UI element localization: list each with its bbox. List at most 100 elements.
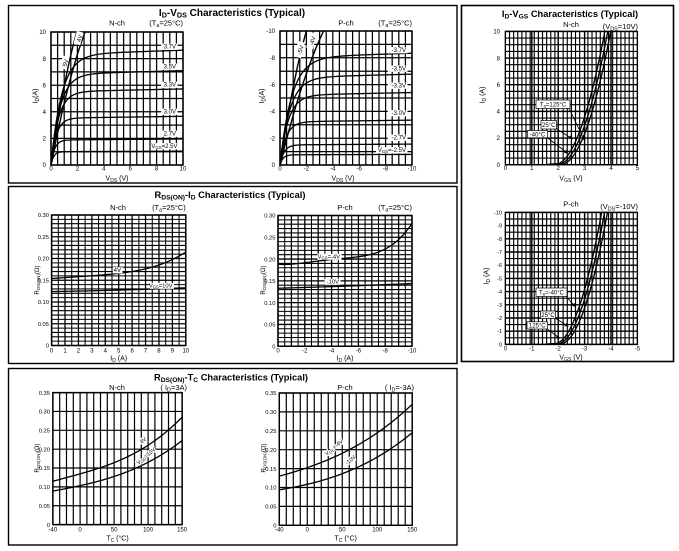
svg-text:ID​ (A): ID​ (A) bbox=[484, 268, 492, 285]
svg-text:0.20: 0.20 bbox=[264, 257, 275, 263]
svg-text:(Ta​=25°C): (Ta​=25°C) bbox=[149, 19, 183, 29]
svg-text:0: 0 bbox=[273, 524, 276, 530]
svg-text:-2: -2 bbox=[497, 316, 502, 322]
svg-text:-3.5V: -3.5V bbox=[392, 67, 406, 73]
svg-text:RDS(ON)​-ID​ Characteristics (: RDS(ON)​-ID​ Characteristics (Typical) bbox=[155, 190, 306, 202]
svg-text:0: 0 bbox=[50, 349, 54, 355]
svg-text:N-ch: N-ch bbox=[563, 20, 579, 29]
svg-text:-8: -8 bbox=[383, 349, 389, 355]
svg-text:25°C: 25°C bbox=[542, 123, 556, 129]
svg-text:0: 0 bbox=[47, 523, 50, 529]
svg-text:3.3V: 3.3V bbox=[164, 83, 176, 89]
svg-text:0.20: 0.20 bbox=[39, 447, 50, 453]
svg-text:100: 100 bbox=[372, 528, 383, 534]
svg-text:N-ch: N-ch bbox=[109, 383, 125, 392]
svg-text:0.30: 0.30 bbox=[264, 214, 275, 220]
svg-text:2: 2 bbox=[76, 166, 80, 172]
svg-text:2.7V: 2.7V bbox=[164, 132, 176, 138]
svg-text:-1: -1 bbox=[497, 329, 502, 335]
svg-text:0.25: 0.25 bbox=[264, 235, 275, 241]
svg-text:10: 10 bbox=[39, 30, 46, 36]
svg-text:0: 0 bbox=[272, 344, 275, 350]
svg-text:0.05: 0.05 bbox=[38, 322, 49, 328]
svg-text:-2: -2 bbox=[270, 136, 276, 142]
svg-text:0.15: 0.15 bbox=[39, 466, 50, 472]
svg-text:( ID​=3A): ( ID​=3A) bbox=[160, 383, 187, 393]
svg-text:0: 0 bbox=[46, 344, 49, 350]
svg-text:-10: -10 bbox=[408, 349, 417, 355]
svg-text:0: 0 bbox=[306, 528, 310, 534]
svg-text:25°C: 25°C bbox=[541, 313, 555, 319]
svg-text:4: 4 bbox=[104, 349, 108, 355]
svg-text:4: 4 bbox=[609, 166, 613, 172]
svg-text:2: 2 bbox=[77, 349, 81, 355]
svg-text:RDS(ON)​(Ω): RDS(ON)​(Ω) bbox=[34, 443, 41, 472]
svg-text:VGS​=10V: VGS​=10V bbox=[149, 284, 173, 290]
svg-text:0: 0 bbox=[504, 346, 508, 352]
svg-text:6: 6 bbox=[130, 349, 134, 355]
svg-text:8: 8 bbox=[157, 349, 161, 355]
svg-text:-2: -2 bbox=[556, 346, 562, 352]
svg-text:-40: -40 bbox=[275, 528, 284, 534]
svg-text:-3: -3 bbox=[497, 303, 502, 309]
svg-text:P-ch: P-ch bbox=[563, 200, 578, 209]
svg-text:5V: 5V bbox=[63, 59, 71, 68]
svg-text:3: 3 bbox=[583, 166, 587, 172]
svg-text:-6: -6 bbox=[357, 166, 363, 172]
svg-text:0.35: 0.35 bbox=[265, 391, 276, 397]
svg-text:P-ch: P-ch bbox=[338, 18, 353, 27]
svg-text:50: 50 bbox=[111, 528, 118, 534]
svg-text:-10V: -10V bbox=[327, 280, 339, 286]
svg-text:ID​ (A): ID​ (A) bbox=[337, 356, 354, 364]
svg-text:-4: -4 bbox=[330, 166, 336, 172]
svg-text:N-ch: N-ch bbox=[110, 203, 126, 212]
svg-text:-10: -10 bbox=[494, 210, 502, 216]
svg-text:2: 2 bbox=[497, 136, 501, 142]
svg-text:-8: -8 bbox=[497, 237, 502, 243]
svg-text:0.15: 0.15 bbox=[264, 279, 275, 285]
svg-text:50: 50 bbox=[339, 528, 346, 534]
svg-text:-5V: -5V bbox=[297, 45, 305, 56]
svg-text:Ta​=125°C: Ta​=125°C bbox=[540, 102, 567, 108]
svg-text:-4: -4 bbox=[270, 110, 276, 116]
svg-text:1: 1 bbox=[63, 349, 67, 355]
svg-text:0.10: 0.10 bbox=[265, 486, 276, 492]
svg-text:0: 0 bbox=[504, 166, 508, 172]
svg-text:-9: -9 bbox=[497, 224, 502, 230]
svg-text:6: 6 bbox=[43, 83, 47, 89]
svg-text:0.25: 0.25 bbox=[265, 429, 276, 435]
svg-text:6: 6 bbox=[497, 83, 501, 89]
svg-text:-3.7V: -3.7V bbox=[392, 48, 406, 54]
svg-text:4V: 4V bbox=[77, 34, 85, 43]
svg-text:(Ta​=25°C): (Ta​=25°C) bbox=[378, 19, 412, 29]
svg-text:0: 0 bbox=[497, 163, 501, 169]
svg-text:8: 8 bbox=[155, 166, 159, 172]
svg-text:P-ch: P-ch bbox=[337, 203, 352, 212]
svg-text:0.30: 0.30 bbox=[38, 213, 49, 219]
svg-text:RDS(ON)​(Ω): RDS(ON)​(Ω) bbox=[261, 443, 268, 472]
svg-text:-8: -8 bbox=[270, 56, 276, 62]
svg-text:-8: -8 bbox=[383, 166, 389, 172]
svg-text:0.15: 0.15 bbox=[38, 278, 49, 284]
svg-text:RDS(ON)​(Ω): RDS(ON)​(Ω) bbox=[260, 265, 267, 294]
svg-text:3.5V: 3.5V bbox=[164, 65, 176, 71]
svg-text:4: 4 bbox=[43, 110, 47, 116]
svg-text:(Ta​=25°C): (Ta​=25°C) bbox=[152, 203, 186, 213]
svg-text:-7: -7 bbox=[497, 250, 502, 256]
svg-text:5: 5 bbox=[117, 349, 121, 355]
svg-text:RDS(ON)​(Ω): RDS(ON)​(Ω) bbox=[34, 265, 41, 294]
svg-text:VGS​=-4V: VGS​=-4V bbox=[318, 255, 340, 261]
svg-text:0.35: 0.35 bbox=[39, 391, 50, 397]
svg-text:0.20: 0.20 bbox=[38, 257, 49, 263]
svg-text:2: 2 bbox=[43, 137, 47, 143]
svg-text:0.25: 0.25 bbox=[38, 235, 49, 241]
svg-text:0.30: 0.30 bbox=[39, 410, 50, 416]
svg-text:0.20: 0.20 bbox=[265, 448, 276, 454]
svg-text:VDS​ (V): VDS​ (V) bbox=[106, 176, 129, 184]
svg-text:0: 0 bbox=[49, 166, 53, 172]
svg-text:6: 6 bbox=[129, 166, 133, 172]
svg-text:-10: -10 bbox=[408, 166, 417, 172]
svg-text:5: 5 bbox=[636, 166, 640, 172]
svg-text:Ta​=-40°C: Ta​=-40°C bbox=[539, 290, 565, 296]
svg-text:-5: -5 bbox=[635, 346, 641, 352]
